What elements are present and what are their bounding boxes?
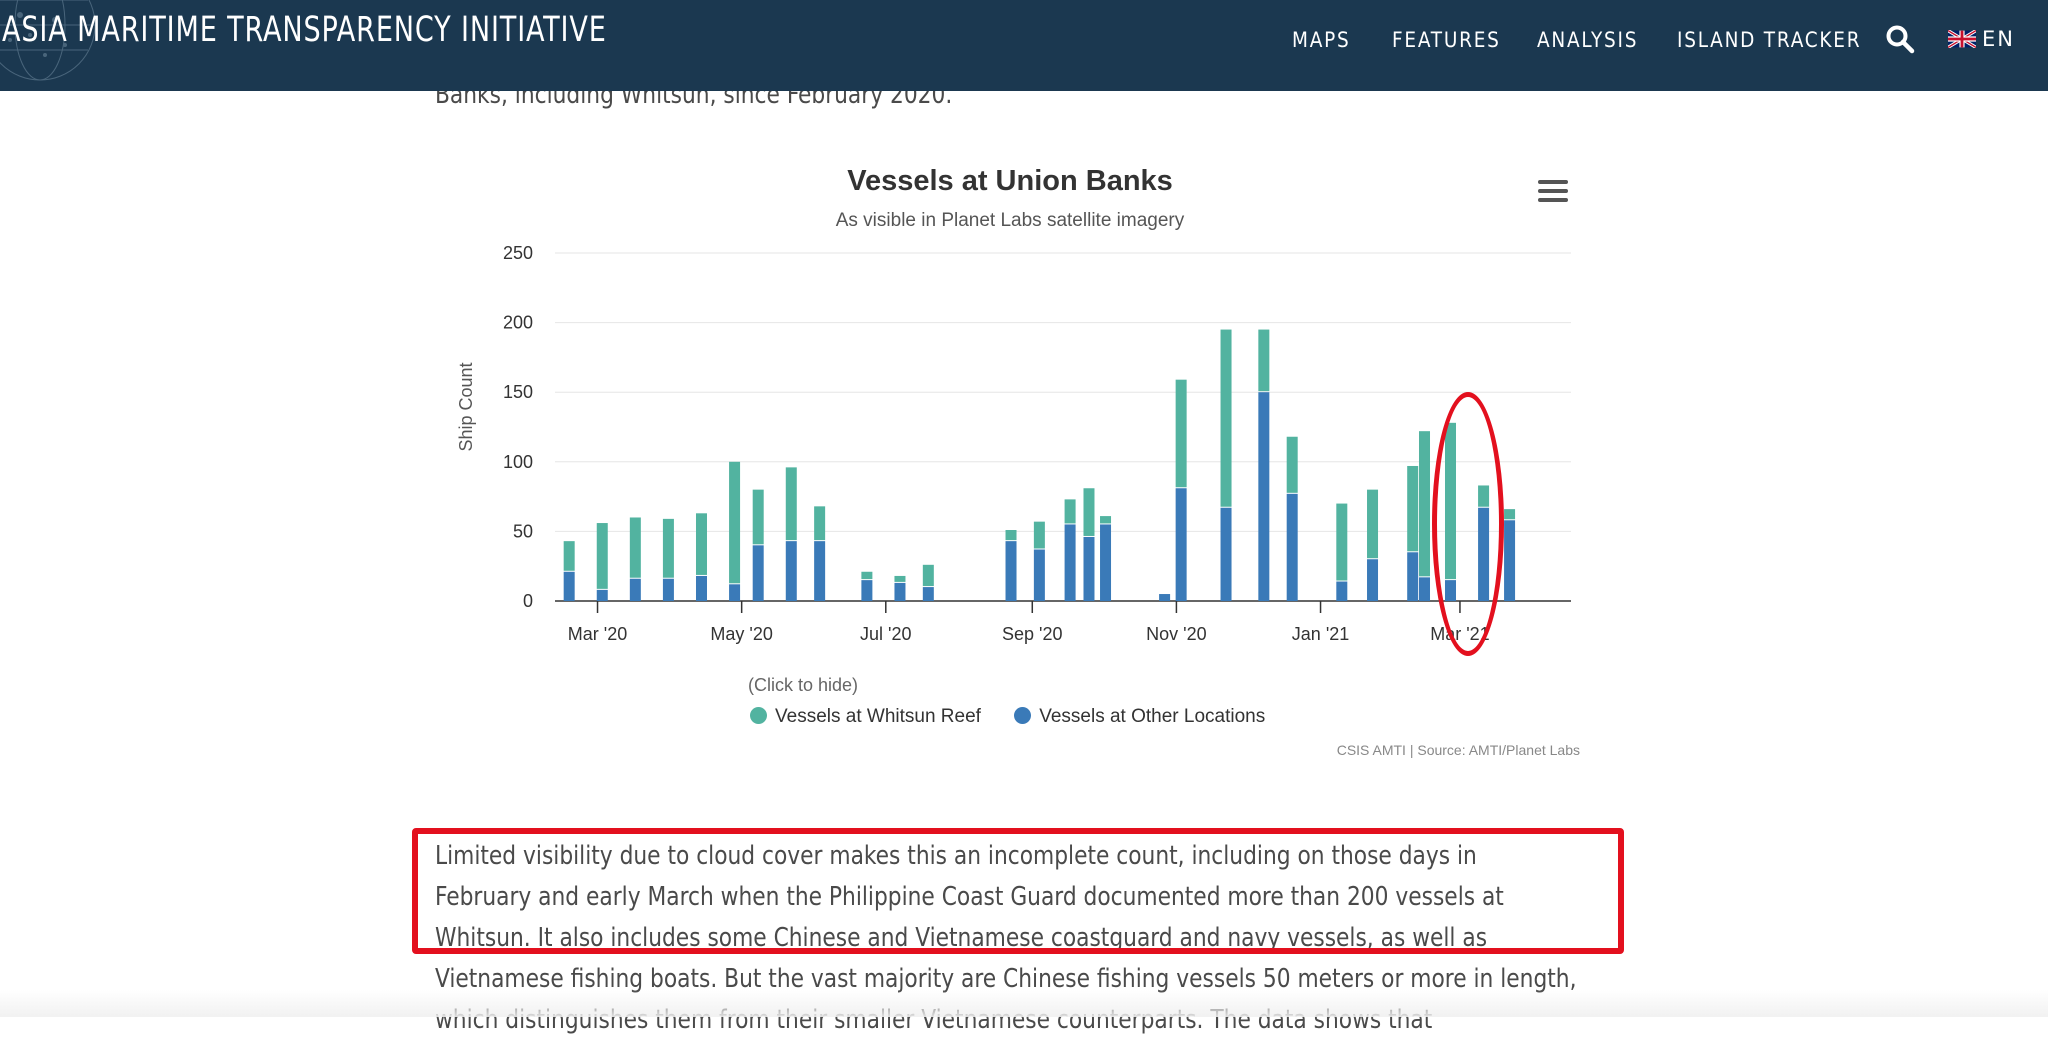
bar-whitsun-reef [1286, 436, 1298, 493]
bar-whitsun-reef [1083, 488, 1095, 536]
chart-title: Vessels at Union Banks [847, 165, 1173, 197]
bar-whitsun-reef [1033, 521, 1045, 549]
annotation-rectangle [412, 828, 1624, 954]
chart-legend: Vessels at Whitsun Reef Vessels at Other… [750, 706, 1293, 728]
bar-other-locations [922, 587, 934, 601]
bar-whitsun-reef [1367, 489, 1379, 559]
x-tick-label: Jul '20 [860, 624, 911, 644]
bar-whitsun-reef [1220, 329, 1232, 507]
y-tick-label: 250 [503, 243, 533, 263]
nav-analysis[interactable]: ANALYSIS [1537, 28, 1639, 52]
bar-other-locations [1367, 559, 1379, 601]
annotation-ellipse [1432, 392, 1504, 656]
legend-hint: (Click to hide) [748, 675, 859, 695]
bar-whitsun-reef [563, 541, 575, 571]
x-tick-label: Jan '21 [1292, 624, 1349, 644]
y-tick-label: 200 [503, 313, 533, 333]
bar-other-locations [1175, 488, 1187, 601]
bar-whitsun-reef [596, 523, 608, 589]
chart-subtitle: As visible in Planet Labs satellite imag… [835, 210, 1185, 231]
bar-whitsun-reef [894, 575, 906, 582]
site-brand[interactable]: ASIA MARITIME TRANSPARENCY INITIATIVE [2, 10, 607, 50]
legend-dot-whitsun [750, 707, 767, 724]
globe-logo-icon [0, 0, 96, 81]
uk-flag-icon [1948, 30, 1976, 48]
y-tick-label: 0 [523, 591, 533, 611]
bar-other-locations [1407, 552, 1419, 601]
y-tick-label: 150 [503, 382, 533, 402]
bar-other-locations [1159, 594, 1171, 601]
bar-whitsun-reef [861, 571, 873, 580]
bar-whitsun-reef [814, 506, 826, 541]
bar-whitsun-reef [1005, 530, 1017, 541]
language-label: EN [1982, 27, 2015, 51]
bar-other-locations [729, 584, 741, 601]
article-paragraph-top: Banks, including Whitsun, since February… [435, 80, 953, 110]
bar-whitsun-reef [1336, 503, 1348, 581]
vessels-chart: 0 50 100 150 200 250 Ship Count Mar '20 May '20 J… [440, 150, 1580, 770]
bar-other-locations [695, 575, 707, 601]
bar-other-locations [563, 571, 575, 601]
site-header: ASIA MARITIME TRANSPARENCY INITIATIVE MA… [0, 0, 2048, 91]
bar-other-locations [1083, 536, 1095, 601]
bottom-fade [0, 990, 2048, 1017]
legend-item-other[interactable]: Vessels at Other Locations [1014, 706, 1265, 728]
chart-credits[interactable]: CSIS AMTI | Source: AMTI/Planet Labs [1336, 742, 1580, 758]
bar-whitsun-reef [922, 564, 934, 587]
bar-other-locations [1220, 507, 1232, 601]
bar-other-locations [1258, 392, 1270, 601]
bar-other-locations [662, 578, 674, 601]
x-tick-label: May '20 [710, 624, 772, 644]
bar-whitsun-reef [662, 518, 674, 578]
bar-other-locations [596, 589, 608, 601]
bar-whitsun-reef [1175, 379, 1187, 488]
bar-whitsun-reef [729, 461, 741, 584]
bar-whitsun-reef [1100, 516, 1112, 524]
legend-label-whitsun: Vessels at Whitsun Reef [775, 706, 981, 727]
bar-other-locations [861, 580, 873, 601]
language-switcher[interactable]: EN [1948, 27, 2015, 51]
bar-other-locations [1419, 577, 1431, 601]
bar-whitsun-reef [1064, 499, 1076, 524]
y-tick-label: 50 [513, 521, 533, 541]
y-axis-title: Ship Count [456, 362, 476, 451]
chart-plot: 0 50 100 150 200 250 Ship Count Mar '20 May '20 J… [456, 243, 1571, 644]
bar-whitsun-reef [629, 517, 641, 578]
bar-other-locations [1005, 541, 1017, 601]
y-tick-label: 100 [503, 452, 533, 472]
legend-label-other: Vessels at Other Locations [1039, 706, 1266, 727]
bar-whitsun-reef [695, 513, 707, 575]
nav-maps[interactable]: MAPS [1292, 28, 1351, 52]
bar-other-locations [894, 582, 906, 601]
bar-whitsun-reef [1504, 509, 1516, 520]
bar-other-locations [1033, 549, 1045, 601]
bar-other-locations [1336, 581, 1348, 601]
bar-other-locations [814, 541, 826, 601]
nav-island-tracker[interactable]: ISLAND TRACKER [1677, 28, 1862, 52]
bar-whitsun-reef [1419, 431, 1431, 577]
bar-other-locations [785, 541, 797, 601]
bar-other-locations [1100, 524, 1112, 601]
search-icon[interactable] [1885, 24, 1915, 54]
chart-menu-icon[interactable] [1538, 180, 1568, 206]
bar-whitsun-reef [1258, 329, 1270, 392]
legend-item-whitsun[interactable]: Vessels at Whitsun Reef [750, 706, 981, 728]
bar-other-locations [1286, 493, 1298, 601]
bar-other-locations [1064, 524, 1076, 601]
legend-dot-other [1014, 707, 1032, 724]
x-tick-label: Nov '20 [1146, 624, 1206, 644]
bar-whitsun-reef [785, 467, 797, 541]
bar-other-locations [629, 578, 641, 601]
bar-whitsun-reef [1407, 465, 1419, 552]
x-tick-label: Mar '20 [568, 624, 627, 644]
nav-features[interactable]: FEATURES [1392, 28, 1501, 52]
x-tick-label: Sep '20 [1002, 624, 1063, 644]
bar-whitsun-reef [752, 489, 764, 545]
bar-other-locations [752, 545, 764, 601]
bar-other-locations [1504, 520, 1516, 601]
